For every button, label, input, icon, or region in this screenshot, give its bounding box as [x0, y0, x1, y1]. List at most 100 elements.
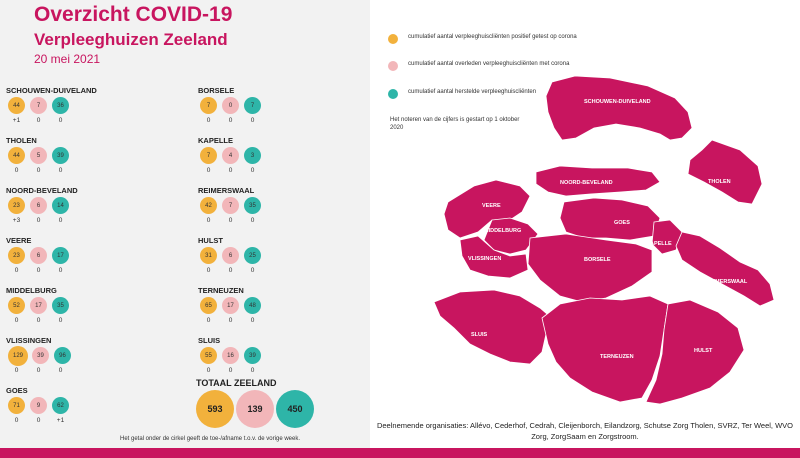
positive-circle: 31: [200, 247, 217, 264]
positive-circle: 44: [8, 97, 25, 114]
positive-delta: 0: [206, 367, 211, 374]
municipality-name: NOORD-BEVELAND: [6, 186, 78, 195]
municipality-name: VLISSINGEN: [6, 336, 52, 345]
municipality-block: SCHOUWEN-DUIVELAND 44 7 36 +1 0 0: [6, 86, 146, 132]
recovered-delta: 0: [58, 267, 63, 274]
recovered-delta: 0: [58, 217, 63, 224]
deceased-circle: 6: [30, 247, 47, 264]
deceased-circle: 6: [222, 247, 239, 264]
municipality-block: HULST 31 6 25 0 0 0: [198, 236, 338, 282]
positive-delta: +3: [12, 217, 21, 224]
map-region-borsele: [527, 233, 653, 303]
deceased-circle: 0: [222, 97, 239, 114]
map-label-goes: GOES: [614, 220, 630, 226]
deceased-circle: 17: [222, 297, 239, 314]
recovered-delta: 0: [58, 367, 63, 374]
recovered-circle: 36: [52, 97, 69, 114]
positive-delta: 0: [14, 317, 19, 324]
map-label-kapelle: KAPELLE: [646, 241, 672, 247]
municipality-name: REIMERSWAAL: [198, 186, 255, 195]
positive-circle: 44: [8, 147, 25, 164]
municipality-block: BORSELE 7 0 7 0 0 0: [198, 86, 338, 132]
municipality-block: GOES 71 9 62 0 0 +1: [6, 386, 146, 432]
start-note: Het noteren van de cijfers is gestart op…: [390, 117, 520, 131]
municipality-name: GOES: [6, 386, 28, 395]
deceased-delta: 0: [228, 217, 233, 224]
positive-circle: 129: [8, 346, 28, 366]
recovered-circle: 48: [244, 297, 261, 314]
map-region-sluis: [433, 289, 555, 365]
map-region-goes: [559, 197, 661, 241]
municipality-block: VLISSINGEN 129 39 96 0 0 0: [6, 336, 146, 382]
municipality-block: THOLEN 44 5 39 0 0 0: [6, 136, 146, 182]
page-title: Overzicht COVID-19: [34, 3, 233, 26]
municipality-name: KAPELLE: [198, 136, 234, 145]
deceased-circle: 7: [30, 97, 47, 114]
deceased-delta: 0: [36, 267, 41, 274]
positive-delta: 0: [206, 267, 211, 274]
deceased-circle: 9: [30, 397, 47, 414]
page-subtitle: Verpleeghuizen Zeeland: [34, 30, 228, 49]
positive-delta: +1: [12, 117, 21, 124]
map-region-tholen: [687, 139, 763, 205]
recovered-circle: 7: [244, 97, 261, 114]
recovered-circle: 3: [244, 147, 261, 164]
recovered-circle: 14: [52, 197, 69, 214]
positive-delta: 0: [14, 417, 19, 424]
positive-circle: 71: [8, 397, 25, 414]
map-region-kapelle: [651, 219, 683, 255]
positive-delta: 0: [14, 267, 19, 274]
deceased-circle: 4: [222, 147, 239, 164]
map-label-reimerswaal: REIMERSWAAL: [706, 279, 748, 285]
positive-circle: 42: [200, 197, 217, 214]
deceased-delta: 0: [36, 317, 41, 324]
map-region-noord-beveland: [535, 165, 661, 197]
recovered-circle: 39: [52, 147, 69, 164]
recovered-delta: 0: [250, 317, 255, 324]
total-positive-circle: 593: [196, 390, 234, 428]
map-label-vlissingen: VLISSINGEN: [468, 256, 501, 262]
deceased-circle: 16: [222, 347, 239, 364]
recovered-delta: 0: [250, 267, 255, 274]
recovered-delta: 0: [58, 117, 63, 124]
bottom-bar: [0, 448, 800, 458]
municipality-block: KAPELLE 7 4 3 0 0 0: [198, 136, 338, 182]
municipality-block: NOORD-BEVELAND 23 6 14 +3 0 0: [6, 186, 146, 232]
municipality-block: MIDDELBURG 52 17 35 0 0 0: [6, 286, 146, 332]
municipality-name: VEERE: [6, 236, 32, 245]
recovered-circle: 35: [52, 297, 69, 314]
deceased-delta: 0: [228, 317, 233, 324]
municipality-name: SCHOUWEN-DUIVELAND: [6, 86, 97, 95]
map-label-veere: VEERE: [482, 203, 501, 209]
report-date: 20 mei 2021: [34, 52, 101, 66]
positive-delta: 0: [206, 117, 211, 124]
map-label-noordbeveland: NOORD-BEVELAND: [560, 180, 613, 186]
recovered-delta: 0: [58, 167, 63, 174]
deceased-circle: 17: [30, 297, 47, 314]
legend-dot-positive: [388, 34, 398, 44]
map-label-schouwen: SCHOUWEN-DUIVELAND: [584, 99, 651, 105]
map-label-sluis: SLUIS: [471, 332, 488, 338]
deceased-delta: 0: [36, 217, 41, 224]
positive-circle: 23: [8, 247, 25, 264]
deceased-delta: 0: [36, 167, 41, 174]
deceased-delta: 0: [228, 267, 233, 274]
municipality-name: THOLEN: [6, 136, 37, 145]
recovered-circle: 17: [52, 247, 69, 264]
map-label-middelburg: MIDDELBURG: [484, 228, 521, 234]
recovered-circle: 25: [244, 247, 261, 264]
stats-panel: Overzicht COVID-19 Verpleeghuizen Zeelan…: [0, 0, 370, 458]
recovered-delta: 0: [250, 117, 255, 124]
recovered-circle: 96: [54, 347, 71, 364]
municipality-name: HULST: [198, 236, 223, 245]
recovered-circle: 35: [244, 197, 261, 214]
positive-circle: 7: [200, 147, 217, 164]
map-region-schouwen-duiveland: [545, 75, 693, 141]
deceased-delta: 0: [228, 367, 233, 374]
positive-circle: 23: [8, 197, 25, 214]
organisations-text: Deelnemende organisaties: Allévo, Cederh…: [376, 421, 794, 441]
municipality-block: REIMERSWAAL 42 7 35 0 0 0: [198, 186, 338, 232]
positive-circle: 65: [200, 297, 217, 314]
legend-text-recovered: cumulatief aantal herstelde verpleeghuis…: [408, 89, 537, 95]
legend-text-positive: cumulatief aantal verpleeghuiscliënten p…: [408, 34, 577, 40]
